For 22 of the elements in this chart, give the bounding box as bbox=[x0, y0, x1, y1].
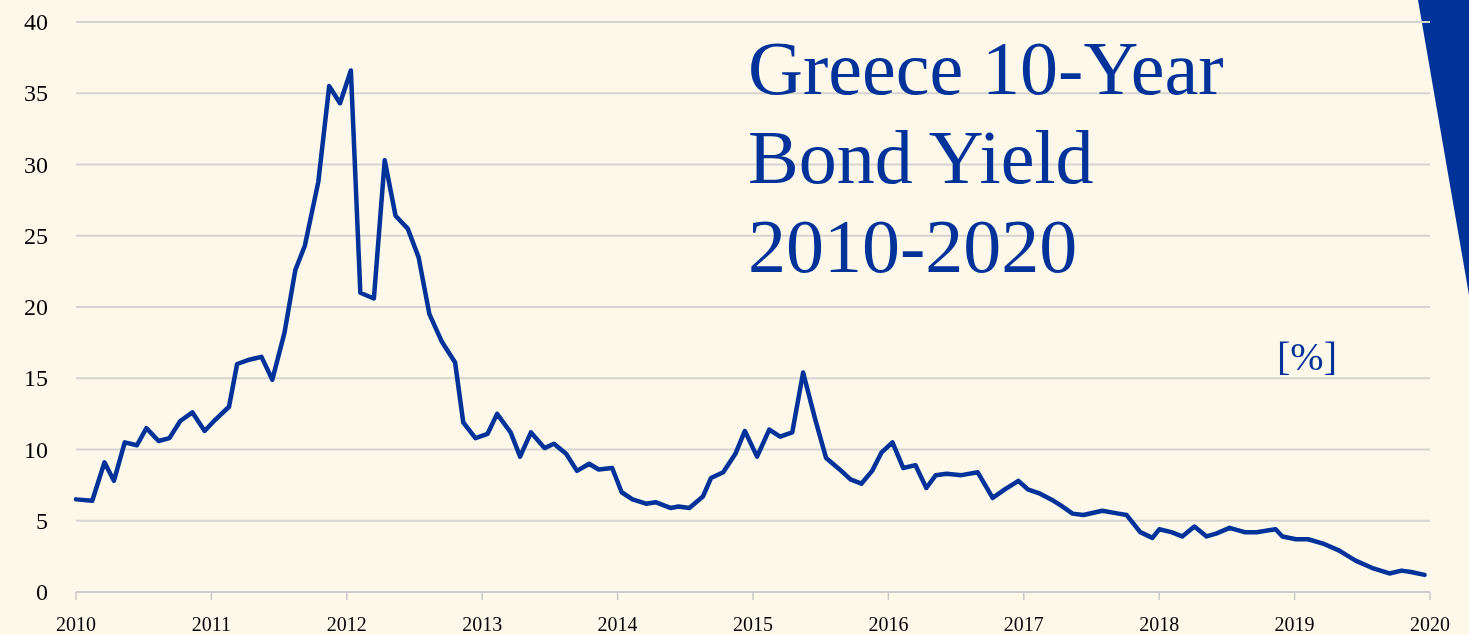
y-tick-label: 35 bbox=[24, 80, 48, 107]
y-tick-label: 20 bbox=[24, 294, 48, 320]
x-tick-label: 2012 bbox=[326, 613, 367, 635]
y-tick-label: 25 bbox=[24, 222, 48, 249]
y-tick-label: 40 bbox=[24, 9, 48, 35]
x-tick-label: 2011 bbox=[191, 613, 232, 635]
x-tick-label: 2015 bbox=[733, 613, 773, 635]
x-tick-label: 2014 bbox=[597, 613, 638, 635]
x-tick-label: 2010 bbox=[56, 613, 96, 635]
y-axis-title: [%] bbox=[1277, 334, 1337, 379]
y-tick-label: 5 bbox=[36, 507, 48, 534]
x-tick-label: 2016 bbox=[868, 613, 909, 635]
x-tick-label: 2019 bbox=[1274, 613, 1315, 635]
text: Greece 10-Year Bond Yield 2010-2020 bbox=[748, 26, 1224, 288]
x-tick-label: 2013 bbox=[462, 613, 503, 635]
y-tick-label: 10 bbox=[24, 436, 48, 463]
x-tick-label: 2018 bbox=[1139, 613, 1180, 635]
y-tick-label: 30 bbox=[24, 151, 48, 178]
x-tick-label: 2020 bbox=[1410, 613, 1450, 635]
x-tick-label: 2017 bbox=[1003, 613, 1044, 635]
y-tick-label: 0 bbox=[36, 579, 48, 605]
y-tick-label: 15 bbox=[24, 365, 48, 392]
